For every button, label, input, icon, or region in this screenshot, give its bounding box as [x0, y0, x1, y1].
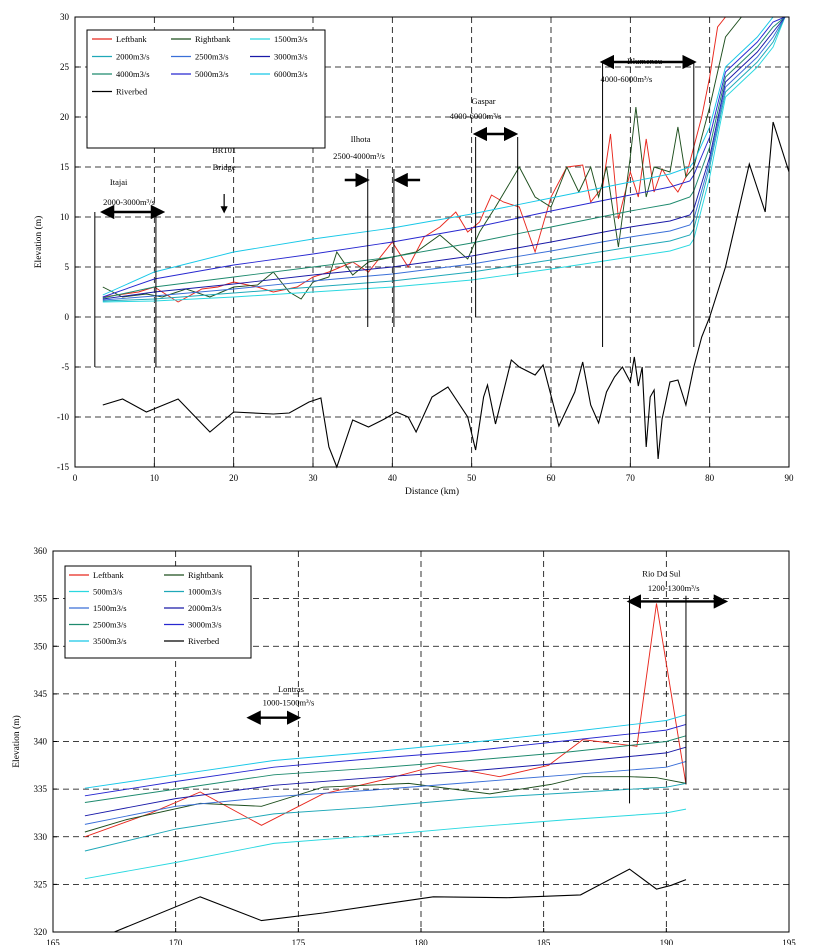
legend-label: 4000m3/s [116, 69, 150, 79]
series-line-1500m3-s [84, 761, 687, 825]
series-line-3500m3-s [84, 714, 687, 789]
legend-box [64, 565, 252, 659]
y-tick-label: -10 [57, 412, 69, 422]
chart-lower-itajai: Itajai2000-3000m³/sBR101BridgeIlhota2500… [33, 12, 794, 497]
legend-label: 3000m3/s [188, 620, 222, 630]
y-tick-label: 325 [34, 879, 48, 889]
x-tick-label: 70 [626, 473, 636, 483]
annotation-label: 1200-1300m³/s [648, 583, 700, 593]
legend-label: 3000m3/s [274, 52, 308, 62]
annotation-label: Lontras [278, 684, 304, 694]
x-tick-label: 170 [169, 938, 183, 945]
y-tick-label: 320 [34, 927, 48, 937]
y-tick-label: 355 [34, 594, 48, 604]
series-line-4000m3-s [102, 16, 786, 299]
annotation-label: Rio Do Sul [642, 569, 681, 579]
legend-label: 3500m3/s [93, 636, 127, 646]
legend-label: 5000m3/s [195, 69, 229, 79]
y-tick-label: -5 [62, 362, 70, 372]
legend-label: 1500m3/s [93, 603, 127, 613]
legend-label: 2000m3/s [188, 603, 222, 613]
x-tick-label: 185 [537, 938, 551, 945]
x-tick-label: 90 [785, 473, 795, 483]
series-line-6000m3-s [102, 16, 785, 296]
annotation-label: Gaspar [472, 96, 496, 106]
series-line-2500m3-s [84, 735, 687, 803]
x-tick-label: 20 [229, 473, 239, 483]
x-tick-label: 190 [660, 938, 674, 945]
series-line-1500m3-s [102, 16, 786, 303]
y-tick-label: 340 [34, 737, 48, 747]
series-line-2500m3-s [102, 16, 786, 301]
x-tick-label: 30 [309, 473, 319, 483]
y-tick-label: 335 [34, 784, 48, 794]
y-tick-label: 10 [60, 212, 70, 222]
x-tick-label: 10 [150, 473, 160, 483]
series-line-leftbank [84, 603, 687, 838]
plot-frame [74, 16, 790, 468]
series-line-1000m3-s [84, 782, 687, 852]
series-line-3000m3-s [102, 16, 786, 300]
x-tick-label: 60 [547, 473, 557, 483]
legend-label: Leftbank [116, 34, 147, 44]
annotation-label: BR101 [212, 145, 236, 155]
y-tick-label: 350 [34, 641, 48, 651]
x-tick-label: 80 [705, 473, 715, 483]
legend-label: Rightbank [195, 34, 231, 44]
annotation-label: 2500-4000m³/s [333, 151, 385, 161]
x-tick-label: 165 [46, 938, 60, 945]
series-line-3000m3-s [84, 723, 687, 797]
series-line-2000m3-s [102, 16, 786, 302]
series-line-rightbank [102, 16, 742, 300]
annotation-label: 4000-6000m³/s [450, 111, 502, 121]
chart-rio-do-sul: Lontras 1000-1500m³/s Rio Do Sul 1200-1300m… [11, 546, 796, 945]
series-line-2000m3-s [84, 746, 687, 817]
series-line-5000m3-s [102, 16, 786, 298]
legend-label: 500m3/s [93, 587, 122, 597]
legend-label: 6000m3/s [274, 69, 308, 79]
annotation-label: Bridge [213, 162, 236, 172]
legend-label: 2000m3/s [116, 52, 150, 62]
y-axis-label: Elevation (m) [33, 216, 44, 269]
legend-label: 2500m3/s [195, 52, 229, 62]
series-line-rightbank [84, 776, 687, 833]
annotation-label: 1000-1500m³/s [263, 697, 315, 707]
x-tick-label: 195 [782, 938, 796, 945]
annotation-label: Blumenau [627, 56, 663, 66]
legend-box [86, 29, 326, 149]
y-tick-label: 5 [65, 262, 70, 272]
series-line-500m3-s [84, 808, 687, 880]
y-tick-label: -15 [57, 462, 69, 472]
legend-label: 2500m3/s [93, 620, 127, 630]
series-line-riverbed [102, 121, 790, 469]
x-tick-label: 0 [73, 473, 78, 483]
x-tick-label: 175 [292, 938, 306, 945]
annotation-label: 4000-6000m³/s [601, 74, 653, 84]
legend-label: Riverbed [188, 636, 220, 646]
x-tick-label: 40 [388, 473, 398, 483]
y-tick-label: 25 [60, 62, 70, 72]
annotation-label: 2000-3000m³/s [103, 197, 155, 207]
legend-label: Riverbed [116, 87, 148, 97]
x-axis-label: Distance (km) [405, 486, 459, 497]
annotation-label: Ilhota [351, 134, 371, 144]
legend-label: Leftbank [93, 570, 124, 580]
x-tick-label: 180 [414, 938, 428, 945]
legend-label: 1500m3/s [274, 34, 308, 44]
series-line-leftbank [102, 16, 726, 303]
y-tick-label: 330 [34, 832, 48, 842]
annotation-label: Itajai [110, 177, 128, 187]
legend-label: Rightbank [188, 570, 224, 580]
y-tick-label: 345 [34, 689, 48, 699]
series-line-riverbed [114, 868, 687, 933]
y-tick-label: 20 [60, 112, 70, 122]
x-tick-label: 50 [467, 473, 477, 483]
legend-label: 1000m3/s [188, 587, 222, 597]
y-tick-label: 360 [34, 546, 48, 556]
y-tick-label: 15 [60, 162, 70, 172]
y-tick-label: 0 [65, 312, 70, 322]
y-tick-label: 30 [60, 12, 70, 22]
y-axis-label: Elevation (m) [11, 715, 22, 768]
